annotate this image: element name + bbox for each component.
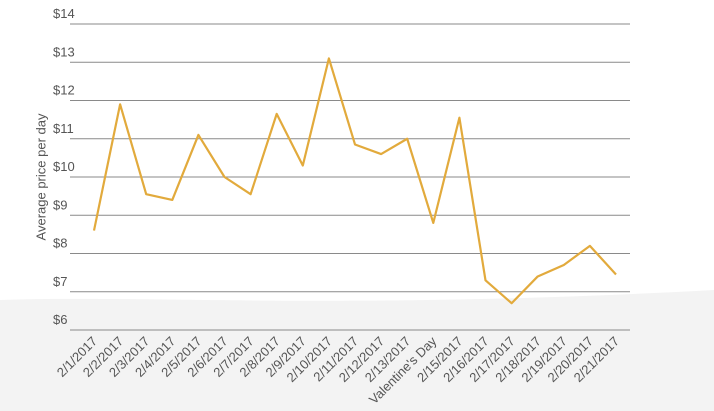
background-wave (0, 290, 714, 411)
y-tick-label: $14 (53, 6, 75, 21)
y-tick-label: $7 (53, 274, 67, 289)
y-tick-label: $11 (53, 121, 74, 136)
y-tick-label: $9 (53, 197, 67, 212)
y-tick-label: $10 (53, 159, 75, 174)
line (92, 57, 617, 305)
y-tick-label: $12 (53, 83, 75, 98)
y-tick-label: $8 (53, 236, 67, 251)
y-axis-label: Average price per day (33, 113, 48, 240)
y-tick-label: $6 (53, 312, 67, 327)
y-tick-label: $13 (53, 44, 75, 59)
